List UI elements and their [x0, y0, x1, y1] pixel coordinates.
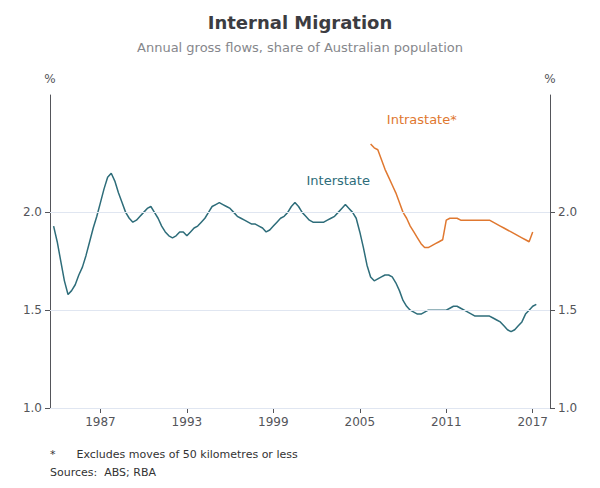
svg-text:Internal Migration: Internal Migration — [208, 12, 393, 33]
svg-text:1999: 1999 — [258, 415, 289, 429]
svg-text:Sources: ABS; RBA: Sources: ABS; RBA — [50, 466, 156, 479]
svg-text:1.5: 1.5 — [558, 303, 577, 317]
svg-text:2.0: 2.0 — [558, 205, 577, 219]
svg-text:1987: 1987 — [85, 415, 116, 429]
svg-text:Intrastate*: Intrastate* — [387, 112, 457, 127]
svg-text:%: % — [44, 72, 55, 86]
svg-text:1.5: 1.5 — [23, 303, 42, 317]
svg-text:1993: 1993 — [172, 415, 203, 429]
svg-text:2017: 2017 — [517, 415, 548, 429]
svg-text:2011: 2011 — [431, 415, 462, 429]
svg-text:2005: 2005 — [345, 415, 376, 429]
svg-text:%: % — [544, 72, 555, 86]
svg-text:2.0: 2.0 — [23, 205, 42, 219]
svg-text:* Excludes moves of 50 ki: * Excludes moves of 50 kilometres or les… — [50, 448, 298, 461]
svg-text:Annual gross flows, share of A: Annual gross flows, share of Australian … — [137, 40, 463, 55]
svg-text:1.0: 1.0 — [23, 401, 42, 415]
svg-text:Interstate: Interstate — [306, 173, 369, 188]
svg-text:1.0: 1.0 — [558, 401, 577, 415]
